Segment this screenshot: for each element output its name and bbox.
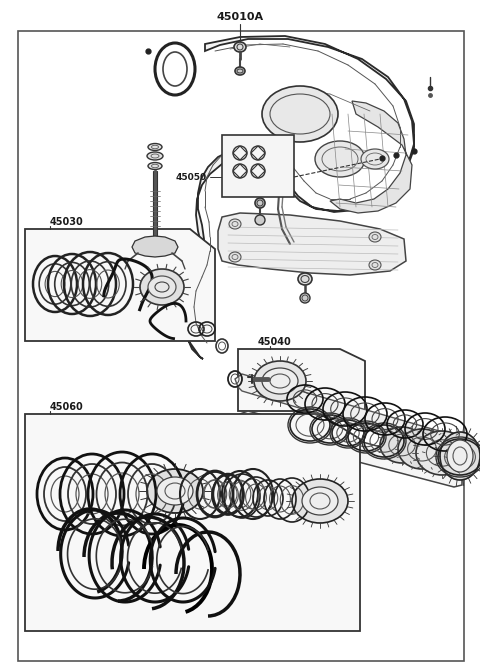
Ellipse shape [229, 219, 241, 229]
Ellipse shape [148, 163, 162, 169]
Ellipse shape [369, 260, 381, 270]
Ellipse shape [157, 477, 193, 505]
Ellipse shape [361, 149, 389, 169]
Text: 45050: 45050 [176, 173, 207, 181]
Ellipse shape [369, 232, 381, 242]
Text: 45040: 45040 [258, 337, 292, 347]
Ellipse shape [380, 427, 424, 463]
Ellipse shape [234, 42, 246, 52]
Polygon shape [132, 236, 178, 257]
Polygon shape [218, 213, 406, 275]
Ellipse shape [302, 487, 338, 515]
Text: 45010A: 45010A [216, 12, 264, 22]
Ellipse shape [255, 215, 265, 225]
Ellipse shape [148, 276, 176, 298]
Ellipse shape [398, 429, 446, 469]
Polygon shape [184, 36, 414, 359]
Polygon shape [238, 349, 365, 411]
Ellipse shape [229, 252, 241, 262]
Ellipse shape [300, 293, 310, 303]
Ellipse shape [440, 432, 480, 480]
Ellipse shape [315, 141, 365, 177]
Polygon shape [25, 229, 215, 341]
Ellipse shape [262, 368, 298, 394]
Ellipse shape [292, 479, 348, 523]
Ellipse shape [416, 431, 468, 475]
Ellipse shape [148, 143, 162, 151]
Ellipse shape [254, 361, 306, 401]
Polygon shape [25, 414, 360, 631]
Polygon shape [330, 101, 412, 213]
Text: 45030: 45030 [50, 217, 84, 227]
Polygon shape [236, 411, 462, 487]
Text: 45060: 45060 [50, 402, 84, 412]
Ellipse shape [147, 152, 163, 160]
Ellipse shape [447, 440, 473, 472]
Ellipse shape [255, 198, 265, 208]
Ellipse shape [147, 469, 203, 513]
Polygon shape [235, 374, 464, 455]
Bar [222, 135, 294, 197]
Ellipse shape [140, 269, 184, 305]
Ellipse shape [298, 273, 312, 285]
Ellipse shape [235, 67, 245, 75]
Ellipse shape [262, 86, 338, 142]
